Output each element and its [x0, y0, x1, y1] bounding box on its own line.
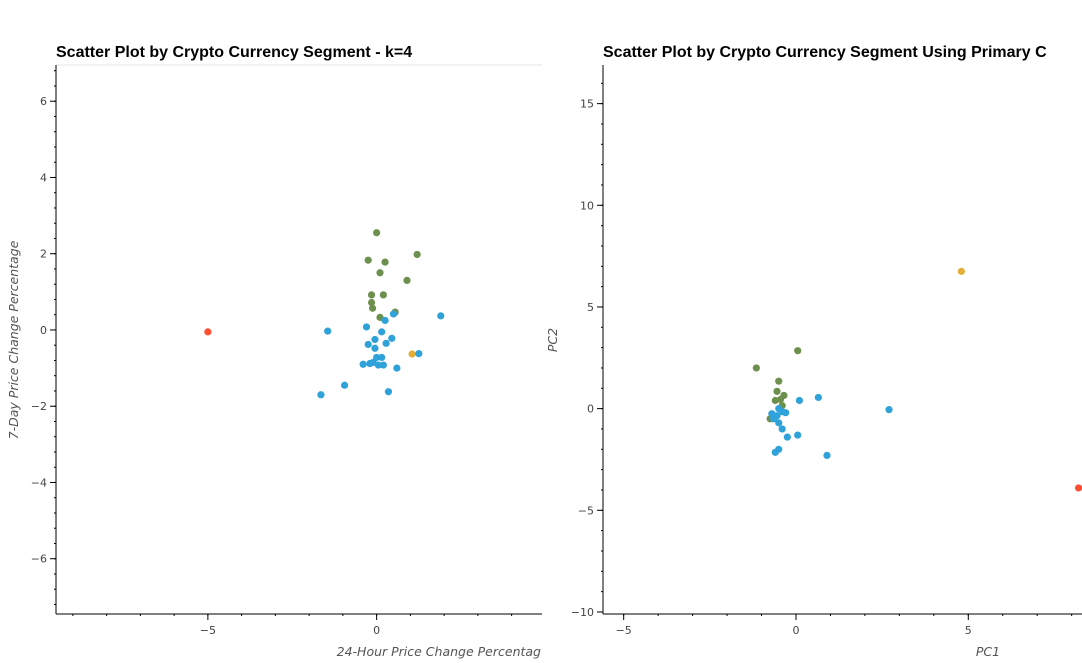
scatter-point	[368, 304, 377, 312]
scatter-point	[415, 350, 423, 358]
scatter-point	[773, 387, 781, 395]
y-tick-label: −4	[31, 476, 47, 489]
left-x-axis-label: 24-Hour Price Change Percentag	[337, 644, 541, 659]
scatter-point	[778, 425, 786, 433]
scatter-point	[1074, 484, 1082, 492]
scatter-point	[367, 291, 376, 299]
scatter-point	[371, 344, 379, 352]
scatter-point	[367, 298, 376, 307]
scatter-point	[794, 347, 802, 355]
scatter-point	[771, 448, 779, 456]
scatter-point	[362, 323, 371, 331]
y-tick-label: 5	[587, 301, 594, 314]
scatter-point	[317, 391, 325, 399]
x-tick-label: 0	[373, 624, 380, 637]
scatter-point	[437, 312, 445, 320]
x-tick-label: 5	[965, 624, 972, 637]
scatter-point	[814, 393, 822, 402]
scatter-point	[885, 406, 893, 414]
scatter-point	[795, 396, 804, 405]
left-plot: Scatter Plot by Crypto Currency Segment …	[6, 44, 542, 659]
right-points	[752, 267, 1082, 492]
left-y-ticks: −6 −4 −2 0 2 4 6	[31, 70, 56, 605]
scatter-point	[782, 409, 790, 417]
scatter-point	[373, 229, 381, 237]
right-x-axis-label: PC1	[976, 644, 1000, 659]
right-y-axis-label: PC2	[545, 328, 560, 352]
scatter-point	[775, 419, 783, 427]
scatter-point	[366, 359, 374, 368]
scatter-point	[752, 364, 760, 372]
y-tick-label: 10	[580, 199, 594, 212]
scatter-point	[823, 451, 831, 459]
scatter-point	[371, 335, 379, 344]
y-tick-label: 6	[40, 95, 47, 108]
scatter-point	[378, 353, 386, 362]
scatter-point	[783, 433, 791, 441]
right-y-ticks: −10 −5 0 5 10 15	[571, 82, 603, 619]
scatter-point	[403, 276, 411, 285]
scatter-point	[388, 334, 396, 342]
scatter-point	[324, 327, 332, 335]
scatter-point	[374, 361, 382, 369]
y-tick-label: −5	[578, 504, 594, 517]
scatter-point	[379, 291, 387, 299]
y-tick-label: −2	[31, 400, 47, 413]
scatter-point	[364, 256, 372, 264]
x-tick-label: −5	[616, 624, 632, 637]
scatter-point	[384, 388, 393, 396]
scatter-point	[381, 316, 389, 325]
x-tick-label: 0	[792, 624, 799, 637]
scatter-point	[393, 364, 401, 372]
y-tick-label: −10	[571, 606, 594, 619]
y-tick-label: 15	[580, 98, 594, 111]
scatter-point	[408, 350, 416, 358]
left-points	[204, 229, 445, 399]
scatter-point	[775, 377, 783, 385]
scatter-point	[364, 340, 372, 349]
x-tick-label: −5	[200, 624, 216, 637]
scatter-point	[359, 360, 367, 368]
scatter-point	[957, 267, 965, 275]
left-x-ticks: −5 0	[72, 614, 513, 637]
right-x-ticks: −5 0 5	[616, 614, 1073, 637]
y-tick-label: 0	[587, 403, 594, 416]
scatter-point	[769, 415, 778, 423]
scatter-point	[771, 396, 779, 405]
y-tick-label: 4	[40, 171, 47, 184]
y-tick-label: 0	[40, 324, 47, 337]
scatter-point	[379, 361, 387, 369]
scatter-point	[340, 381, 349, 389]
right-plot-title: Scatter Plot by Crypto Currency Segment …	[603, 44, 1047, 61]
scatter-point	[389, 310, 398, 318]
scatter-point	[413, 250, 421, 259]
left-y-axis-label: 7-Day Price Change Percentage	[6, 240, 21, 439]
scatter-point	[381, 258, 389, 266]
scatter-point	[204, 328, 212, 336]
scatter-point	[376, 269, 384, 277]
scatter-point	[378, 328, 386, 336]
y-tick-label: −6	[31, 553, 47, 566]
scatter-point	[794, 431, 802, 439]
left-plot-title: Scatter Plot by Crypto Currency Segment …	[56, 44, 412, 61]
scatter-point	[382, 339, 390, 347]
y-tick-label: 2	[40, 248, 47, 261]
right-plot: Scatter Plot by Crypto Currency Segment …	[545, 44, 1082, 659]
